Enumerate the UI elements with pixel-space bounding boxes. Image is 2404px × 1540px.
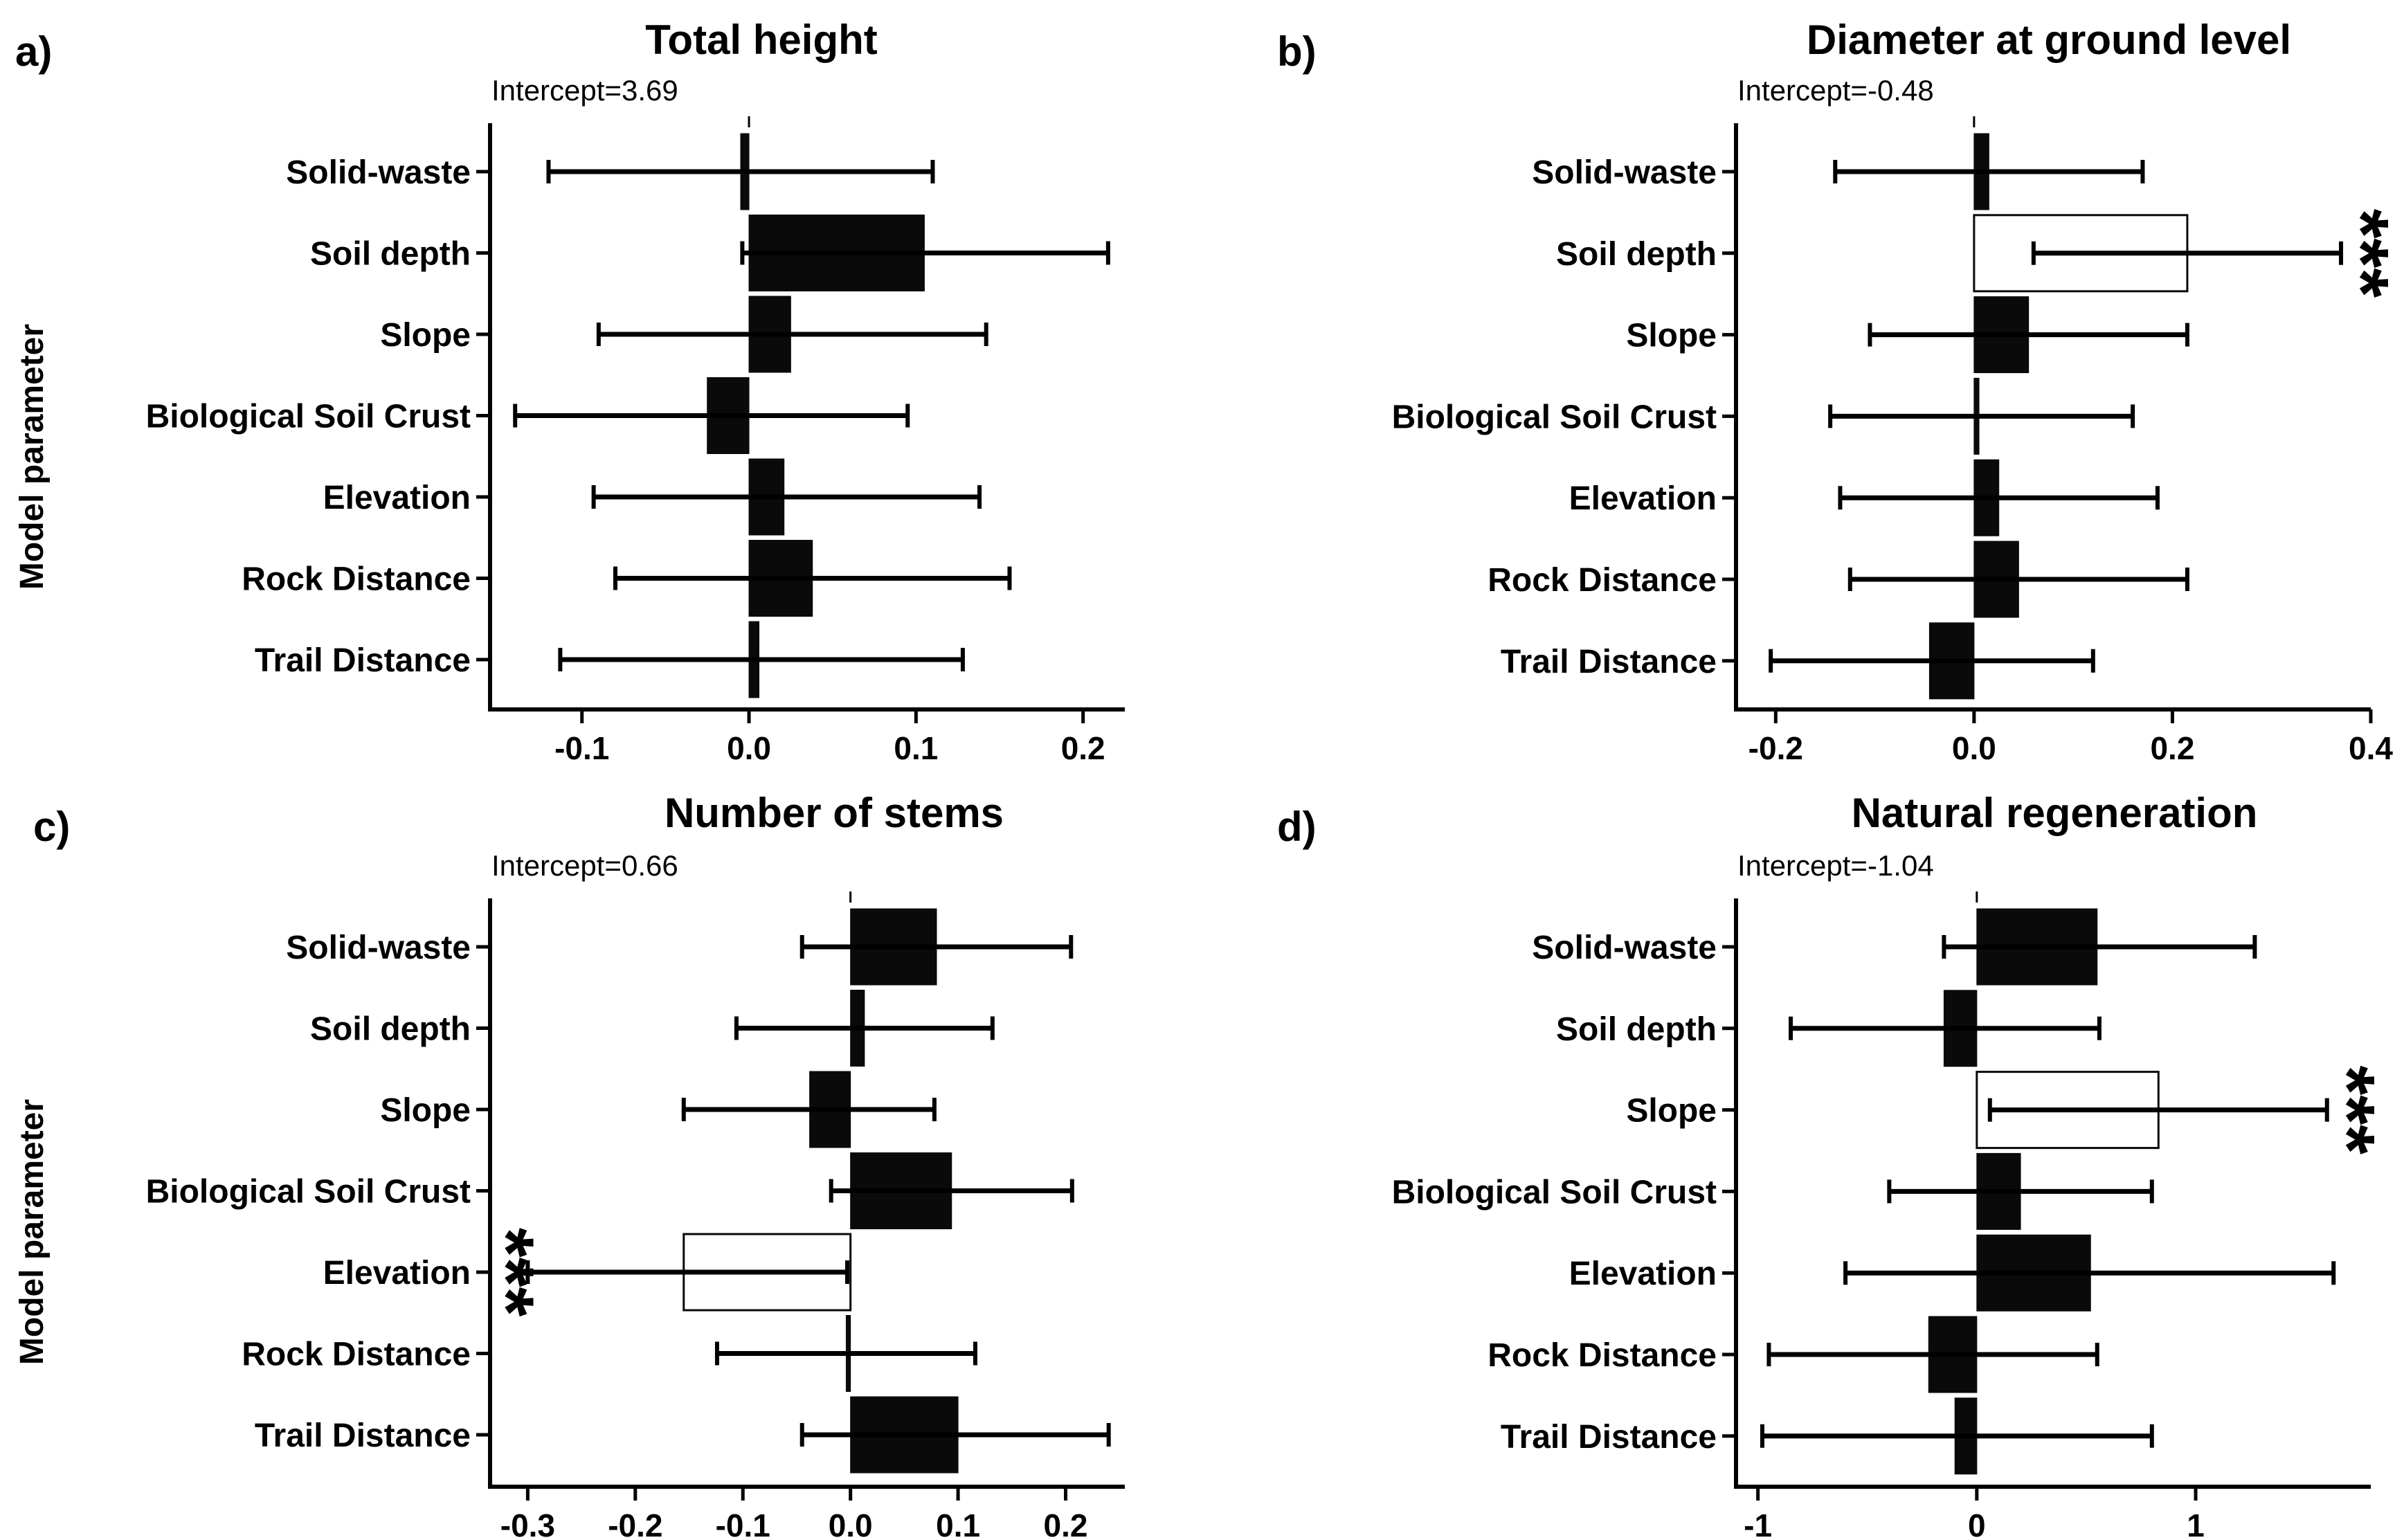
intercept-label: Intercept=-1.04 (1737, 849, 1934, 882)
significance-stars: *** (464, 1228, 549, 1317)
y-tick-label: Elevation (323, 480, 471, 516)
x-tick-label: -0.2 (608, 1507, 662, 1540)
x-tick-label: 0.0 (1952, 730, 1996, 766)
y-tick-label: Soil depth (1556, 236, 1717, 273)
y-tick-label: Soil depth (310, 236, 471, 273)
y-tick-label: Solid-waste (1532, 930, 1717, 966)
y-tick-label: Elevation (323, 1255, 471, 1292)
plot-area: -0.1 0.0 0.1 0.2 Solid-waste Soil depth Slope B… (146, 116, 1125, 766)
x-tick-label: -0.1 (554, 730, 609, 766)
y-tick-label: Slope (1626, 318, 1717, 354)
panel-c: c) Number of stems Intercept=0.66 Model … (14, 790, 1125, 1540)
y-tick-label: Trail Distance (1501, 1419, 1717, 1456)
x-tick-label: 0.2 (1061, 730, 1105, 766)
x-tick-label: -0.3 (500, 1507, 555, 1540)
y-tick-label: Biological Soil Crust (146, 399, 471, 435)
chart-title: Diameter at ground level (1807, 17, 2291, 63)
y-tick-label: Slope (1626, 1093, 1717, 1130)
y-tick-label: Rock Distance (242, 1337, 471, 1373)
plot-area: -0.3 -0.2 -0.1 0.0 0.1 0.2 Solid-waste Soil dep… (146, 891, 1125, 1540)
y-tick-label: Trail Distance (255, 1417, 471, 1454)
y-tick-label: Solid-waste (286, 154, 471, 191)
panel-label: d) (1277, 804, 1317, 850)
x-tick-label: 0 (1968, 1507, 1986, 1540)
x-tick-label: 1 (2187, 1507, 2205, 1540)
y-tick-label: Rock Distance (1488, 1337, 1717, 1374)
x-tick-label: 0.0 (727, 730, 771, 766)
y-tick-label: Elevation (1569, 480, 1717, 517)
panel-label: c) (33, 804, 70, 850)
y-tick-label: Trail Distance (1501, 644, 1717, 680)
intercept-label: Intercept=0.66 (491, 849, 678, 882)
y-axis-label: Model parameter (14, 1099, 51, 1365)
y-tick-label: Trail Distance (255, 642, 471, 679)
x-tick-label: 0.1 (936, 1507, 980, 1540)
y-tick-label: Slope (380, 317, 471, 354)
x-tick-label: 0.2 (1044, 1507, 1088, 1540)
y-tick-label: Biological Soil Crust (1392, 1174, 1717, 1211)
x-tick-label: 0.2 (2150, 730, 2194, 766)
panel-label: b) (1277, 28, 1317, 75)
plot-area: -1 0 1 Solid-waste Soil depth Slope *** Biologi… (1392, 891, 2390, 1540)
intercept-label: Intercept=-0.48 (1737, 74, 1934, 107)
y-tick-label: Biological Soil Crust (1392, 399, 1717, 435)
panel-label: a) (15, 28, 52, 75)
y-tick-label: Soil depth (310, 1011, 471, 1048)
y-tick-label: Elevation (1569, 1256, 1717, 1292)
x-tick-label: 0.1 (894, 730, 938, 766)
y-tick-label: Soil depth (1556, 1011, 1717, 1048)
y-tick-label: Biological Soil Crust (146, 1174, 471, 1211)
plot-area: -0.2 0.0 0.2 0.4 Solid-waste Soil depth *** Slo… (1392, 116, 2404, 766)
significance-stars: *** (2319, 209, 2404, 298)
significance-stars: *** (2305, 1065, 2390, 1154)
panel-d: d) Natural regeneration Intercept=-1.04 … (1277, 790, 2390, 1540)
y-tick-label: Rock Distance (242, 561, 471, 598)
chart-title: Number of stems (665, 790, 1004, 836)
chart-title: Natural regeneration (1852, 790, 2258, 836)
y-tick-label: Rock Distance (1488, 562, 1717, 599)
x-tick-label: -0.1 (716, 1507, 770, 1540)
y-tick-label: Solid-waste (286, 930, 471, 966)
intercept-label: Intercept=3.69 (491, 74, 678, 107)
x-tick-label: -1 (1744, 1507, 1772, 1540)
panel-b: b) Diameter at ground level Intercept=-0… (1277, 17, 2404, 766)
chart-title: Total height (645, 17, 878, 63)
x-tick-label: -0.2 (1748, 730, 1803, 766)
y-tick-label: Solid-waste (1532, 154, 1717, 191)
x-tick-label: 0.4 (2349, 730, 2393, 766)
y-axis-label: Model parameter (14, 324, 51, 590)
x-tick-label: 0.0 (829, 1507, 873, 1540)
y-tick-label: Slope (380, 1092, 471, 1129)
panel-a: a) Total height Intercept=3.69 Model par… (14, 17, 1125, 766)
